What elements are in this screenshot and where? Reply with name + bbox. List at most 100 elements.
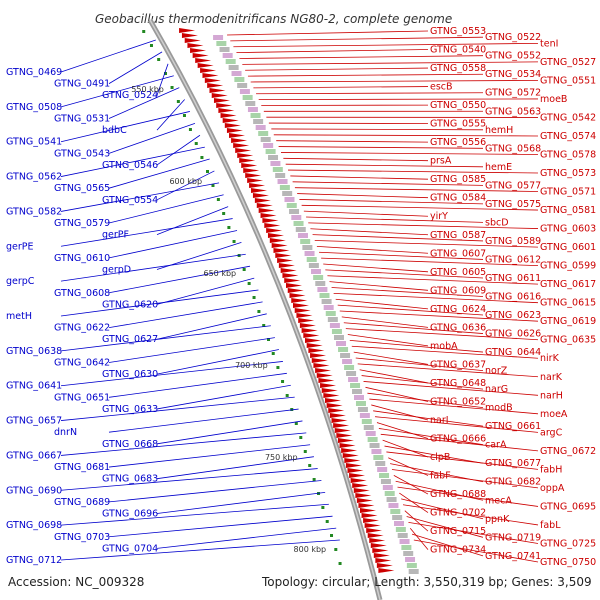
track-block (282, 191, 293, 196)
gene-label-left: GTNG_0681 (54, 462, 110, 473)
reverse-gene-arrow (241, 163, 258, 168)
gene-label-right: GTNG_0527 (540, 57, 596, 68)
reverse-gene-arrow (275, 253, 292, 258)
leader-line-right (376, 422, 429, 439)
leader-line-right (371, 404, 429, 421)
gene-label-right: GTNG_0551 (540, 75, 596, 86)
reverse-gene-arrow (334, 428, 351, 433)
track-block (344, 365, 355, 370)
leader-line-left (108, 444, 311, 468)
gene-label-left: GTNG_0633 (102, 404, 158, 415)
reverse-gene-arrow (356, 498, 373, 503)
gene-label-right: GTNG_0522 (485, 32, 541, 43)
leader-line-right (276, 140, 429, 143)
reverse-gene-arrow (207, 83, 224, 88)
gene-label-right: GTNG_0636 (430, 322, 486, 333)
gene-label-right: yirY (430, 211, 448, 222)
ruler-tick (194, 142, 198, 145)
gene-label-right: GTNG_0552 (485, 51, 541, 62)
gene-label-left: gerPE (6, 241, 34, 252)
gene-label-right: GTNG_0609 (430, 285, 486, 296)
leader-line-right (402, 504, 539, 526)
ruler-tick (157, 58, 161, 61)
reverse-gene-arrow (220, 113, 237, 118)
leader-line-right (318, 251, 484, 260)
gene-label-right: GTNG_0568 (485, 143, 541, 154)
leader-line-left (60, 325, 271, 352)
track-block (355, 401, 366, 406)
reverse-gene-arrow (294, 308, 311, 313)
track-block (371, 449, 382, 454)
reverse-gene-arrow (342, 453, 359, 458)
leader-line-left (108, 408, 299, 433)
reverse-gene-arrow (262, 218, 279, 223)
gene-label-left: GTNG_0543 (54, 148, 110, 159)
track-block (253, 119, 264, 124)
gene-label-left: GTNG_0689 (54, 497, 110, 508)
gene-label-left: GTNG_0683 (102, 474, 158, 485)
leader-line-right (233, 42, 539, 48)
gene-label-right: hemH (485, 125, 513, 136)
reverse-gene-arrow (318, 378, 335, 383)
reverse-gene-arrow (366, 528, 383, 533)
leader-line-left (60, 361, 283, 387)
leader-line-left (108, 230, 238, 259)
ruler-tick (206, 170, 210, 173)
track-block (390, 509, 401, 514)
gene-label-left: GTNG_0651 (54, 392, 110, 403)
track-block (399, 539, 410, 544)
reverse-gene-arrow (299, 323, 316, 328)
track-block (369, 443, 380, 448)
leader-line-right (349, 339, 484, 353)
right-leader-lines (227, 30, 539, 563)
reverse-gene-arrow (258, 208, 275, 213)
gene-label-right: GTNG_0558 (430, 63, 486, 74)
gene-label-right: moeB (540, 94, 567, 105)
leader-line-left (156, 63, 169, 96)
gene-label-right: GTNG_0556 (430, 137, 486, 148)
gene-label-right: GTNG_0616 (485, 292, 541, 303)
track-block (359, 413, 370, 418)
genome-backbone-inner (149, 19, 381, 600)
leader-line-right (242, 61, 539, 65)
gene-label-left: GTNG_0642 (54, 357, 110, 368)
leader-line-right (343, 322, 484, 334)
track-block (300, 239, 311, 244)
leader-line-right (253, 86, 429, 89)
gene-label-left: GTNG_0491 (54, 79, 110, 90)
reverse-gene-arrow (289, 293, 306, 298)
gene-label-right: narI (430, 415, 449, 426)
leader-line-left (156, 206, 229, 236)
track-block (348, 377, 359, 382)
ruler-tick (200, 156, 204, 159)
gene-label-right: GTNG_0661 (485, 421, 541, 432)
reverse-gene-arrow (287, 288, 304, 293)
track-block (234, 77, 245, 82)
ruler-tick (276, 366, 280, 369)
gene-label-right: GTNG_0672 (540, 446, 596, 457)
track-block (255, 125, 266, 130)
leader-line-right (239, 55, 484, 59)
leader-line-right (310, 228, 429, 236)
reverse-gene-arrow (285, 283, 302, 288)
leader-line-left (156, 491, 326, 514)
leader-line-right (312, 234, 484, 242)
reverse-gene-arrow (316, 373, 333, 378)
track-block (231, 71, 242, 76)
gene-label-right: GTNG_0575 (485, 199, 541, 210)
reverse-gene-arrow (181, 33, 198, 38)
leader-line-right (292, 181, 484, 186)
reverse-gene-arrow (301, 328, 318, 333)
leader-line-left (156, 170, 215, 201)
reverse-gene-arrow (298, 318, 315, 323)
reverse-gene-arrow (252, 193, 269, 198)
ruler-tick (334, 548, 338, 551)
gene-label-right: GTNG_0577 (485, 180, 541, 191)
track-block (295, 227, 306, 232)
gene-label-right: fabL (540, 520, 561, 531)
leader-line-right (369, 398, 539, 415)
reverse-gene-arrow (249, 183, 266, 188)
leader-line-right (353, 351, 429, 365)
track-block (242, 95, 253, 100)
leader-line-right (290, 175, 429, 180)
